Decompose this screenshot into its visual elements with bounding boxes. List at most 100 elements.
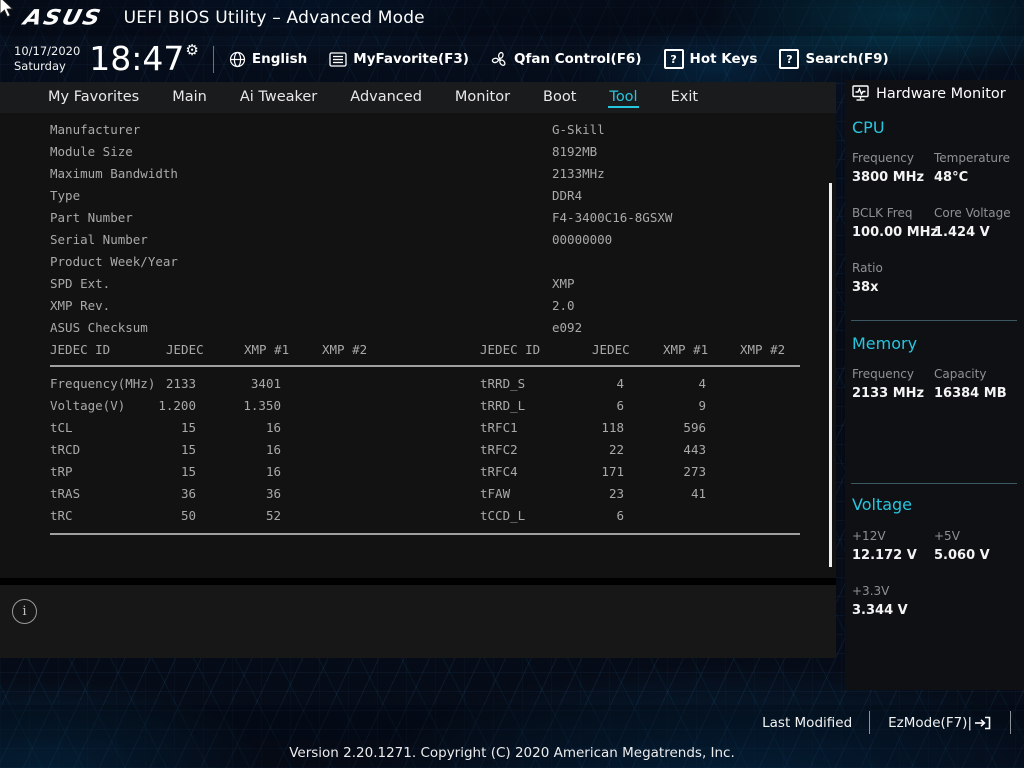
bclk-freq-label: BCLK Freq [852,206,913,220]
memory-capacity-label: Capacity [934,367,987,381]
spd-row: Manufacturer G-Skill [50,122,605,137]
footer-bar: Last Modified EzMode(F7)| [0,705,1024,740]
cpu-temperature-value: 48°C [934,170,969,185]
sidebar-divider [851,320,1017,321]
v33-value: 3.344 V [852,603,908,618]
v12-label: +12V [852,529,886,543]
ezmode-label: EzMode(F7)| [888,714,972,731]
table-row: tCL 15 16 tRFC1 118 596 [50,420,706,435]
memory-frequency-label: Frequency [852,367,914,381]
version-bar: Version 2.20.1271. Copyright (C) 2020 Am… [0,740,1024,768]
spd-row: Module Size 8192MB [50,144,598,159]
hardware-monitor-header: Hardware Monitor [852,85,1006,102]
table-row: tRP 15 16 tRFC4 171 273 [50,464,706,479]
page-title: UEFI BIOS Utility – Advanced Mode [123,8,425,28]
tab-monitor[interactable]: Monitor [454,89,511,105]
hardware-monitor-panel: Hardware Monitor CPU Frequency Temperatu… [845,80,1024,690]
language-button[interactable]: English [229,51,307,68]
spd-row: Serial Number 00000000 [50,232,613,247]
spd-row: Product Week/Year [50,254,178,269]
table-row: Voltage(V) 1.200 1.350 tRRD_L 6 9 [50,398,706,413]
date-block: 10/17/2020 Saturday [14,44,80,74]
spd-row: Part Number F4-3400C16-8GSXW [50,210,673,225]
mouse-cursor-icon [0,0,20,21]
title-bar: ASUS UEFI BIOS Utility – Advanced Mode [0,0,1024,36]
cpu-section-title: CPU [852,118,885,137]
spd-row: XMP Rev. 2.0 [50,298,575,313]
time-label: 18:47 [89,38,185,78]
hot-keys-label: Hot Keys [689,51,758,67]
table-row: tRAS 36 36 tFAW 23 41 [50,486,706,501]
tab-advanced[interactable]: Advanced [350,89,422,105]
help-panel: i [0,585,836,658]
v5-value: 5.060 V [934,548,990,563]
memory-capacity-value: 16384 MB [934,386,1007,401]
sidebar-divider [851,483,1017,484]
globe-icon [229,51,245,67]
scrollbar-thumb[interactable] [829,183,832,567]
hot-keys-button[interactable]: ? Hot Keys [663,49,758,69]
asus-logo: ASUS [21,6,105,30]
table-divider [50,533,800,535]
panel-divider [0,578,836,585]
divider [212,45,214,73]
memory-frequency-value: 2133 MHz [852,386,925,401]
spd-row: SPD Ext. XMP [50,276,575,291]
spd-information-panel: Manufacturer G-Skill Module Size 8192MB Ma… [0,113,836,593]
v5-label: +5V [934,529,960,543]
jedec-table-header: JEDEC ID JEDEC XMP #1 XMP #2 JEDEC ID JE… [50,342,786,357]
cpu-frequency-value: 3800 MHz [852,170,925,185]
question-box-icon: ? [779,49,800,69]
ratio-label: Ratio [852,261,883,275]
main-menu-bar: My Favorites Main Ai Tweaker Advanced Mo… [0,82,836,113]
search-button[interactable]: ? Search(F9) [779,49,889,69]
voltage-section-title: Voltage [852,495,913,514]
time-settings-gear-icon[interactable]: ⚙ [185,40,199,59]
table-row: tRC 50 52 tCCD_L 6 [50,508,624,523]
qfan-label: Qfan Control(F6) [513,51,642,67]
exit-arrow-icon [975,716,991,729]
tab-exit[interactable]: Exit [670,89,699,105]
core-voltage-label: Core Voltage [934,206,1011,220]
myfavorite-label: MyFavorite(F3) [353,51,469,67]
favorites-list-icon [329,51,347,67]
spd-row: Type DDR4 [50,188,583,203]
monitor-icon [852,85,869,101]
ezmode-button[interactable]: EzMode(F7)| [888,715,992,731]
tab-tool-active[interactable]: Tool [608,87,639,108]
date-label: 10/17/2020 [14,44,81,59]
tab-boot[interactable]: Boot [543,89,577,105]
last-modified-button[interactable]: Last Modified [762,714,853,731]
cpu-temperature-label: Temperature [934,151,1011,165]
question-box-icon: ? [663,49,684,69]
qfan-control-button[interactable]: Qfan Control(F6) [491,51,642,68]
command-rate-row: Command Rate [50,553,597,593]
tab-my-favorites[interactable]: My Favorites [48,89,140,105]
clock: 18:47 ⚙ [89,38,199,78]
table-divider [50,365,800,367]
info-icon: i [12,599,37,624]
hardware-monitor-title: Hardware Monitor [876,85,1006,102]
myfavorite-button[interactable]: MyFavorite(F3) [329,51,469,67]
v12-value: 12.172 V [852,548,917,563]
table-row: Frequency(MHz) 2133 3401 tRRD_S 4 4 [50,376,706,391]
tab-main[interactable]: Main [172,89,207,105]
language-label: English [251,51,308,67]
bclk-freq-value: 100.00 MHz [852,225,939,240]
search-label: Search(F9) [805,51,889,67]
spd-row: ASUS Checksum e092 [50,320,583,335]
fan-icon [491,51,506,66]
core-voltage-value: 1.424 V [934,225,990,240]
ratio-value: 38x [852,280,879,295]
quick-access-bar: 10/17/2020 Saturday 18:47 ⚙ English [0,36,1024,82]
cpu-frequency-label: Frequency [852,151,914,165]
day-label: Saturday [14,59,66,73]
divider [869,711,871,734]
tab-ai-tweaker[interactable]: Ai Tweaker [239,89,318,105]
table-row: tRCD 15 16 tRFC2 22 443 [50,442,706,457]
memory-section-title: Memory [852,334,918,353]
divider [1010,711,1011,734]
spd-row: Maximum Bandwidth 2133MHz [50,166,605,181]
v33-label: +3.3V [852,584,890,598]
